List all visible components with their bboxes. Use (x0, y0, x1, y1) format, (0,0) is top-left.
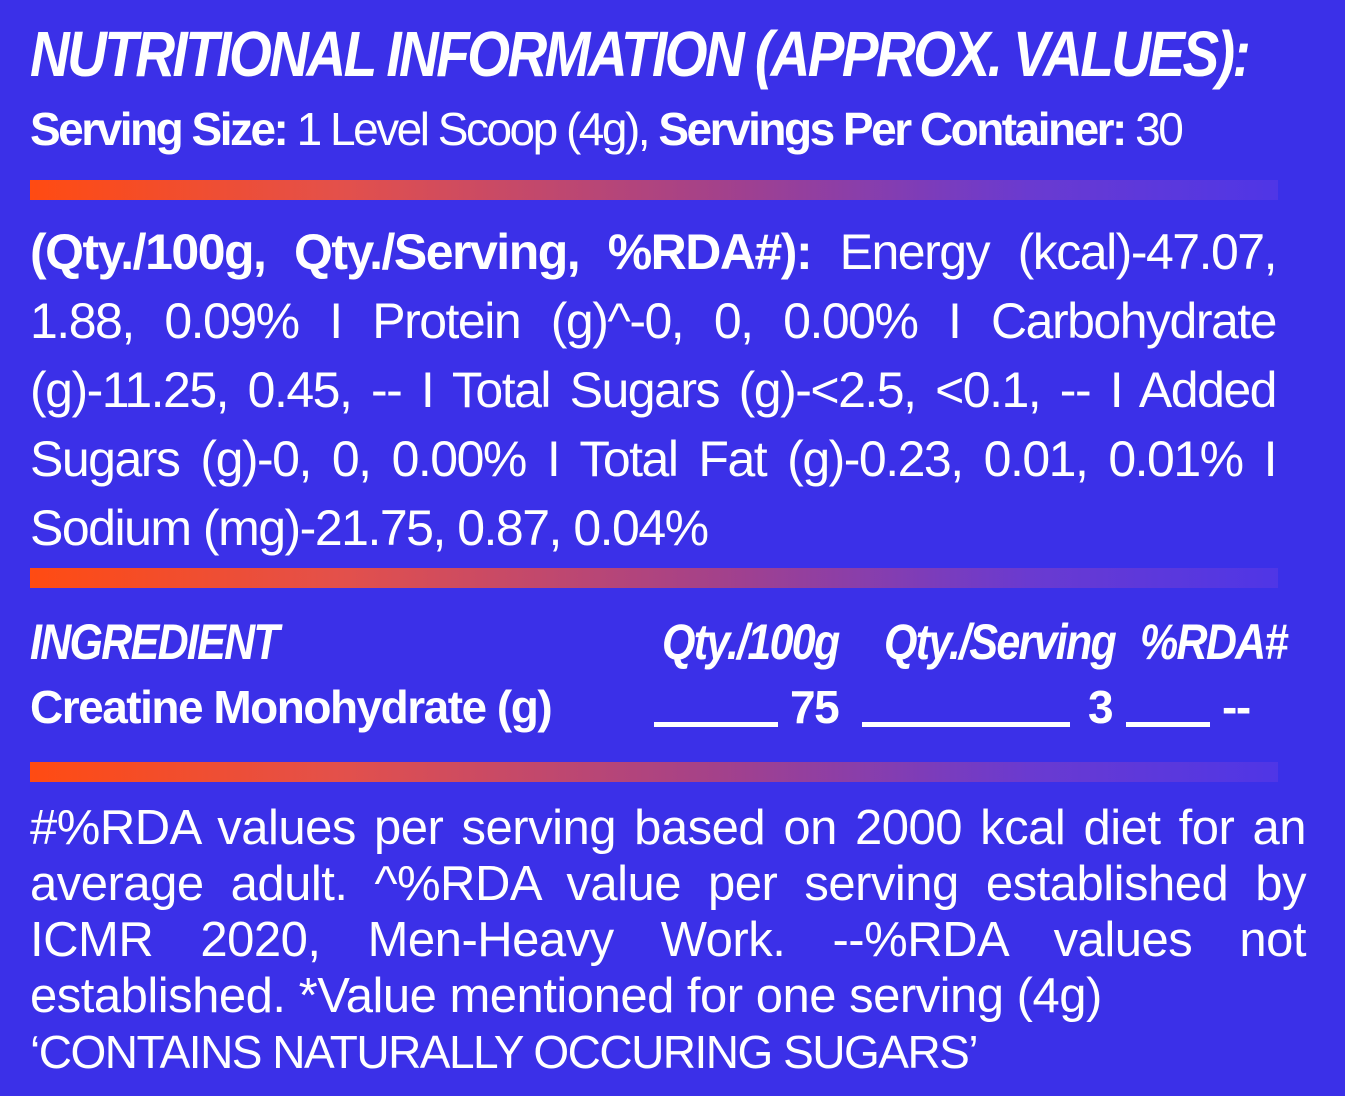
serving-size-value: 1 Level Scoop (4g), (286, 103, 659, 155)
nutrition-columns-header: (Qty./100g, Qty./Serving, %RDA#): (30, 224, 813, 280)
gradient-divider (30, 568, 1278, 588)
ingredient-name: Creatine Monohydrate (g) (30, 681, 553, 733)
qty-per-100g-header: Qty./100g (662, 614, 840, 670)
leader-line (654, 722, 778, 727)
leader-line (862, 722, 1070, 727)
rda-footnote: #%RDA values per serving based on 2000 k… (30, 801, 1307, 1023)
ingredient-header: INGREDIENT (30, 614, 280, 670)
ingredient-qty-per-serving: 3 (1088, 681, 1114, 733)
nutrition-facts-text: (Qty./100g, Qty./Serving, %RDA#): Energy… (30, 218, 1278, 563)
servings-per-container-value: 30 (1124, 103, 1184, 155)
ingredient-rda: -- (1222, 681, 1251, 733)
nutrition-values: Energy (kcal)-47.07, 1.88, 0.09% I Prote… (30, 224, 1278, 556)
gradient-divider (30, 180, 1278, 200)
ingredient-qty-per-100g: 75 (790, 681, 840, 733)
rda-header: %RDA# (1140, 614, 1288, 670)
serving-size-label: Serving Size: (30, 103, 289, 155)
gradient-divider (30, 762, 1278, 782)
leader-line (1126, 722, 1210, 727)
label-title: NUTRITIONAL INFORMATION (APPROX. VALUES)… (30, 18, 1251, 90)
serving-info: Serving Size: 1 Level Scoop (4g), Servin… (30, 100, 1184, 158)
qty-per-serving-header: Qty./Serving (884, 614, 1117, 670)
servings-per-container-label: Servings Per Container: (658, 103, 1127, 155)
contains-sugars-note: ‘CONTAINS NATURALLY OCCURING SUGARS’ (30, 1026, 979, 1078)
